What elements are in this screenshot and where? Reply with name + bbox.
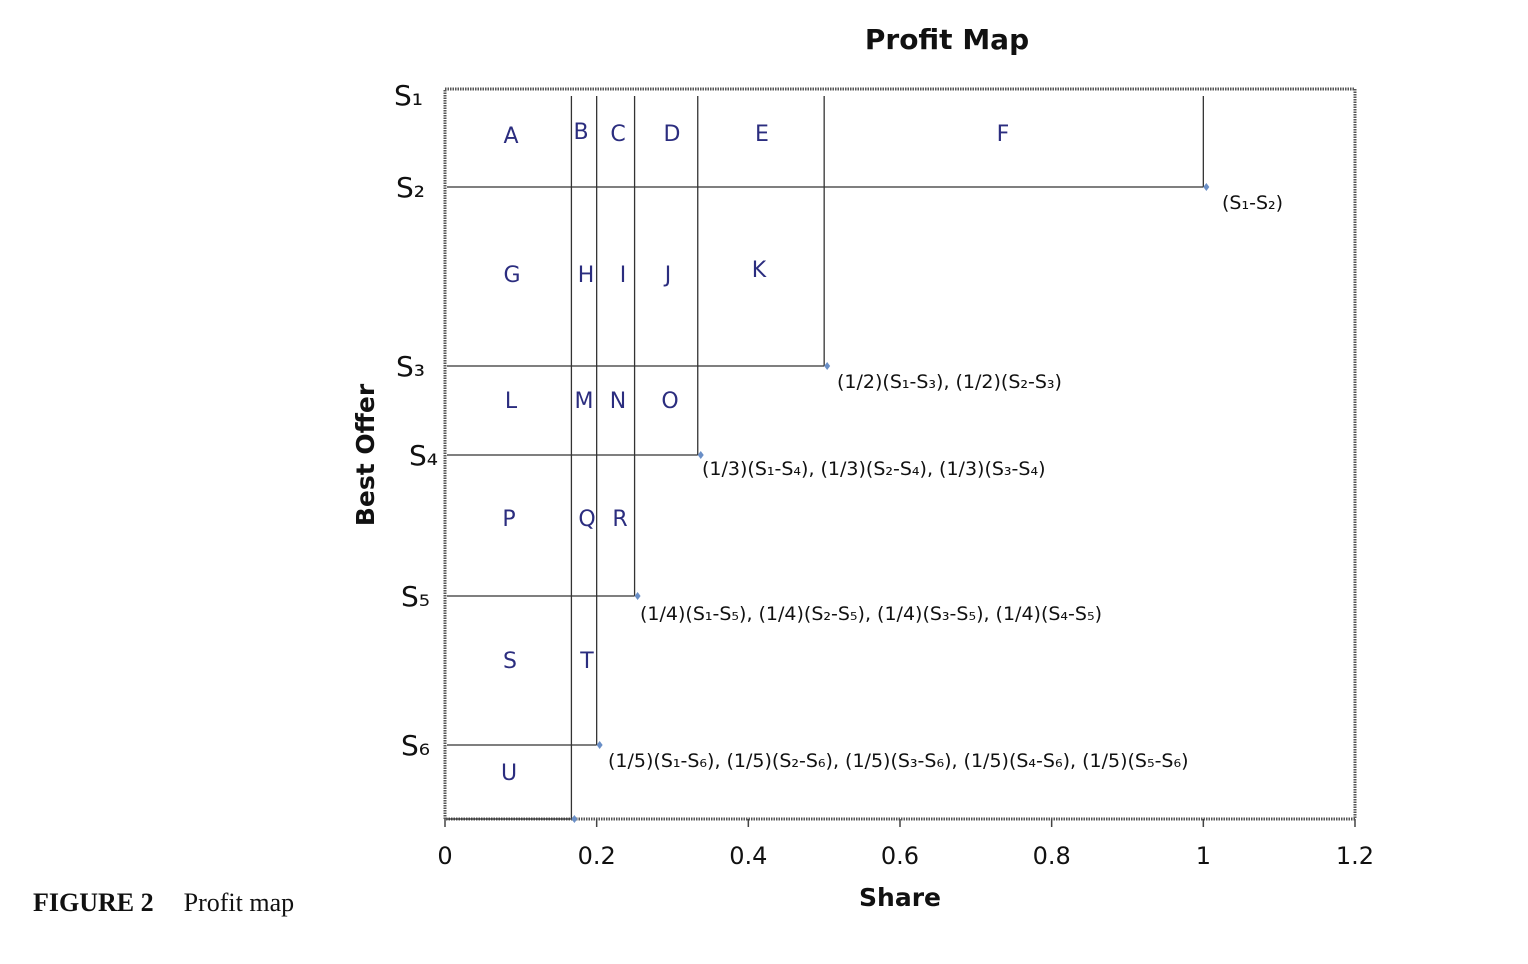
region-label-t: T xyxy=(579,649,594,674)
y-level-label: S₄ xyxy=(409,439,438,472)
region-label-i: I xyxy=(620,263,627,288)
region-label-n: N xyxy=(610,389,626,414)
figure-caption-text: Profit map xyxy=(183,888,295,917)
region-label-k: K xyxy=(752,258,767,283)
region-label-p: P xyxy=(502,507,515,532)
x-tick-label: 1 xyxy=(1196,842,1211,870)
point-annotation: (1/5)(S₁-S₆), (1/5)(S₂-S₆), (1/5)(S₃-S₆)… xyxy=(608,750,1189,772)
region-label-a: A xyxy=(503,124,518,149)
region-label-e: E xyxy=(755,122,769,147)
x-axis-label: Share xyxy=(859,883,941,912)
region-label-l: L xyxy=(505,389,518,414)
region-label-o: O xyxy=(661,389,678,414)
plot-frame xyxy=(443,87,1357,821)
data-point xyxy=(596,741,603,749)
chart-title: Profit Map xyxy=(865,23,1029,56)
region-label-d: D xyxy=(664,122,681,147)
y-level-label: S₅ xyxy=(401,580,430,613)
figure-caption: FIGURE 2 Profit map xyxy=(33,888,294,918)
region-label-c: C xyxy=(610,122,625,147)
region-label-q: Q xyxy=(578,507,595,532)
region-label-r: R xyxy=(612,507,627,532)
x-tick-label: 0.4 xyxy=(729,842,767,870)
x-tick-label: 0.2 xyxy=(578,842,616,870)
x-tick-label: 0.8 xyxy=(1033,842,1071,870)
data-point xyxy=(1203,183,1210,191)
region-label-b: B xyxy=(573,120,588,145)
y-level-label: S₆ xyxy=(401,729,430,762)
x-tick-label: 1.2 xyxy=(1336,842,1374,870)
region-label-s: S xyxy=(503,649,517,674)
data-point xyxy=(697,451,704,459)
region-label-u: U xyxy=(501,761,517,786)
x-tick-label: 0 xyxy=(437,842,452,870)
region-label-j: J xyxy=(663,263,672,288)
y-level-label: S₂ xyxy=(396,171,425,204)
region-label-m: M xyxy=(575,389,594,414)
region-label-h: H xyxy=(578,263,595,288)
y-axis-label: Best Offer xyxy=(351,383,380,526)
region-label-g: G xyxy=(503,263,520,288)
y-level-label: S₃ xyxy=(396,350,425,383)
data-point xyxy=(824,362,831,370)
data-point xyxy=(634,592,641,600)
y-level-label: S₁ xyxy=(394,79,423,112)
point-annotation: (1/2)(S₁-S₃), (1/2)(S₂-S₃) xyxy=(837,371,1062,393)
x-tick-label: 0.6 xyxy=(881,842,919,870)
point-annotation: (1/4)(S₁-S₅), (1/4)(S₂-S₅), (1/4)(S₃-S₅)… xyxy=(640,603,1102,625)
point-annotation: (S₁-S₂) xyxy=(1222,192,1283,214)
point-annotation: (1/3)(S₁-S₄), (1/3)(S₂-S₄), (1/3)(S₃-S₄) xyxy=(702,458,1045,480)
data-point xyxy=(571,815,578,823)
figure-number: FIGURE 2 xyxy=(33,888,154,917)
region-label-f: F xyxy=(997,122,1010,147)
